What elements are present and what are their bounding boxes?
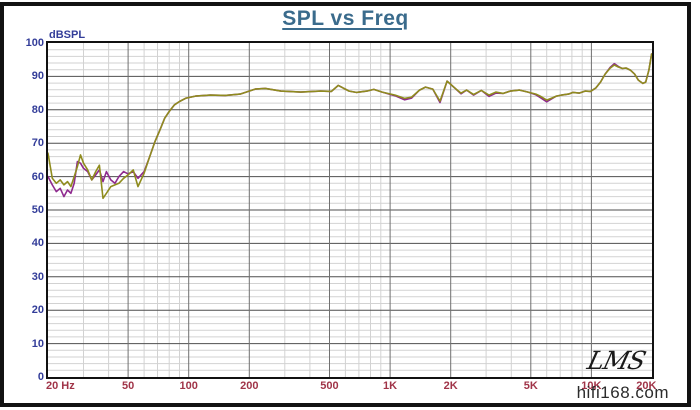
y-tick-label: 10 (31, 337, 44, 350)
spl-frequency-chart (48, 43, 652, 377)
y-tick-label: 50 (31, 204, 44, 216)
x-tick-label: 5K (523, 380, 538, 392)
y-tick-label: 30 (31, 270, 44, 283)
chart-title: SPL vs Freq (282, 7, 409, 30)
trace-2-line (48, 53, 652, 200)
x-tick-label: 50 (121, 380, 135, 392)
y-tick-label: 20 (31, 304, 44, 317)
x-tick-label: 200 (240, 380, 259, 392)
y-tick-label: 70 (31, 137, 44, 150)
y-tick-label: 80 (31, 103, 44, 116)
x-tick-label: 500 (320, 380, 339, 392)
x-tick-label: 1K (383, 380, 398, 392)
x-tick-label: 100 (179, 380, 198, 392)
y-tick-label: 100 (25, 37, 44, 49)
y-tick-label: 90 (31, 70, 44, 83)
lms-logo: LMS (584, 346, 648, 375)
y-tick-label: 0 (37, 371, 44, 383)
y-axis-unit-label: dBSPL (49, 29, 86, 41)
x-tick-label: 10K (581, 380, 602, 392)
gridlines-minor (48, 43, 652, 377)
trace-1-line (48, 53, 652, 198)
watermark-hifi168: hifi168.com (576, 383, 669, 402)
y-tick-label: 60 (31, 170, 44, 183)
y-tick-label: 40 (31, 237, 44, 250)
x-tick-label: 20 Hz (46, 380, 75, 392)
x-tick-label: 20K (636, 380, 657, 392)
x-tick-label: 2K (443, 380, 458, 392)
plot-area: LMS (46, 41, 654, 379)
gridlines-major (48, 43, 652, 377)
